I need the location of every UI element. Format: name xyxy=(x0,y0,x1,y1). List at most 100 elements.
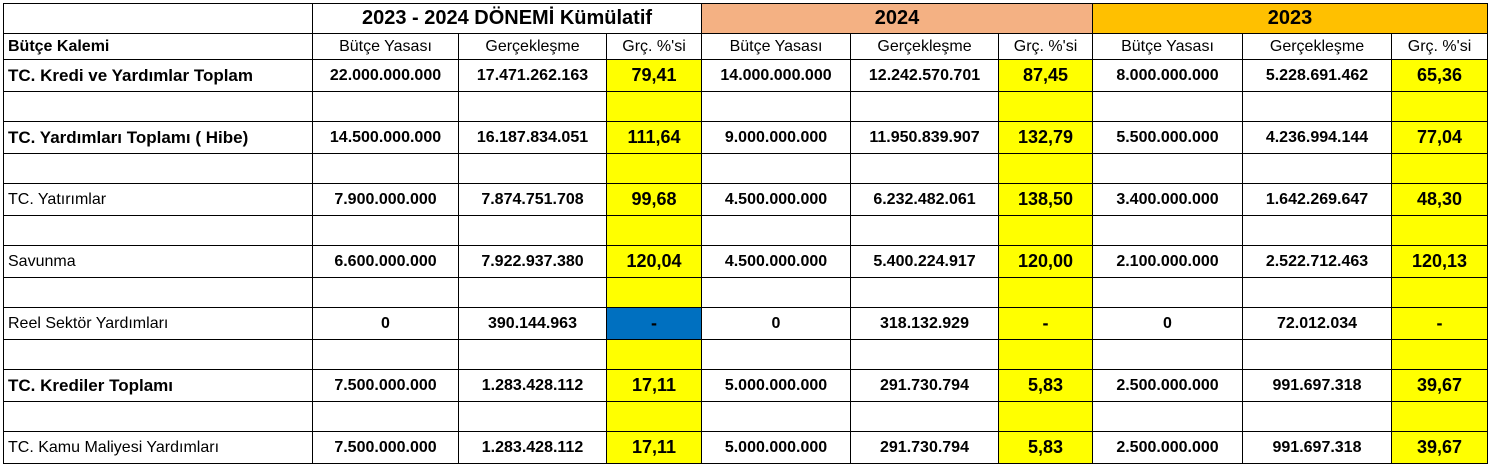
empty-cell[interactable] xyxy=(1092,91,1243,122)
empty-cell[interactable] xyxy=(1391,91,1488,122)
actual-cell[interactable]: 4.236.994.144 xyxy=(1242,121,1392,154)
empty-cell[interactable] xyxy=(606,277,702,308)
empty-cell[interactable] xyxy=(1242,153,1392,184)
empty-cell[interactable] xyxy=(701,215,851,246)
empty-cell[interactable] xyxy=(1242,91,1392,122)
actual-cell[interactable]: 11.950.839.907 xyxy=(850,121,999,154)
empty-cell[interactable] xyxy=(458,339,607,370)
budget-cell[interactable]: 14.000.000.000 xyxy=(701,59,851,92)
actual-cell[interactable]: 17.471.262.163 xyxy=(458,59,607,92)
empty-cell[interactable] xyxy=(701,339,851,370)
actual-cell[interactable]: 6.232.482.061 xyxy=(850,183,999,216)
empty-cell[interactable] xyxy=(1092,401,1243,432)
pct-cell[interactable]: - xyxy=(1391,307,1488,340)
row-label[interactable]: Reel Sektör Yardımları xyxy=(3,307,313,340)
budget-cell[interactable]: 0 xyxy=(312,307,459,340)
empty-cell[interactable] xyxy=(1092,277,1243,308)
budget-cell[interactable]: 22.000.000.000 xyxy=(312,59,459,92)
empty-cell[interactable] xyxy=(998,277,1093,308)
row-label[interactable]: TC. Yatırımlar xyxy=(3,183,313,216)
actual-cell[interactable]: 16.187.834.051 xyxy=(458,121,607,154)
empty-cell[interactable] xyxy=(312,401,459,432)
row-label[interactable]: TC. Yardımları Toplamı ( Hibe) xyxy=(3,121,313,154)
budget-cell[interactable]: 4.500.000.000 xyxy=(701,245,851,278)
empty-cell[interactable] xyxy=(1391,339,1488,370)
budget-cell[interactable]: 2.100.000.000 xyxy=(1092,245,1243,278)
empty-cell[interactable] xyxy=(606,153,702,184)
budget-cell[interactable]: 7.500.000.000 xyxy=(312,431,459,464)
row-label[interactable]: TC. Kredi ve Yardımlar Toplam xyxy=(3,59,313,92)
budget-cell[interactable]: 5.000.000.000 xyxy=(701,369,851,402)
row-label[interactable]: TC. Kamu Maliyesi Yardımları xyxy=(3,431,313,464)
budget-cell[interactable]: 7.500.000.000 xyxy=(312,369,459,402)
empty-cell[interactable] xyxy=(3,91,313,122)
empty-cell[interactable] xyxy=(850,277,999,308)
budget-cell[interactable]: 8.000.000.000 xyxy=(1092,59,1243,92)
empty-cell[interactable] xyxy=(1391,153,1488,184)
empty-cell[interactable] xyxy=(1391,277,1488,308)
budget-cell[interactable]: 7.900.000.000 xyxy=(312,183,459,216)
actual-cell[interactable]: 1.283.428.112 xyxy=(458,369,607,402)
empty-cell[interactable] xyxy=(3,339,313,370)
actual-cell[interactable]: 318.132.929 xyxy=(850,307,999,340)
actual-cell[interactable]: 1.283.428.112 xyxy=(458,431,607,464)
pct-cell[interactable]: 87,45 xyxy=(998,59,1093,92)
empty-cell[interactable] xyxy=(606,215,702,246)
budget-cell[interactable]: 2.500.000.000 xyxy=(1092,431,1243,464)
actual-cell[interactable]: 5.400.224.917 xyxy=(850,245,999,278)
empty-cell[interactable] xyxy=(458,153,607,184)
pct-cell[interactable]: 39,67 xyxy=(1391,369,1488,402)
empty-cell[interactable] xyxy=(850,153,999,184)
actual-cell[interactable]: 2.522.712.463 xyxy=(1242,245,1392,278)
empty-cell[interactable] xyxy=(1092,215,1243,246)
pct-cell[interactable]: 77,04 xyxy=(1391,121,1488,154)
empty-cell[interactable] xyxy=(3,277,313,308)
pct-cell[interactable]: 111,64 xyxy=(606,121,702,154)
empty-cell[interactable] xyxy=(458,277,607,308)
pct-cell[interactable]: 132,79 xyxy=(998,121,1093,154)
empty-cell[interactable] xyxy=(312,339,459,370)
pct-cell[interactable]: - xyxy=(998,307,1093,340)
empty-cell[interactable] xyxy=(1242,277,1392,308)
empty-cell[interactable] xyxy=(458,215,607,246)
pct-cell[interactable]: 48,30 xyxy=(1391,183,1488,216)
budget-cell[interactable]: 5.000.000.000 xyxy=(701,431,851,464)
empty-cell[interactable] xyxy=(312,277,459,308)
budget-cell[interactable]: 3.400.000.000 xyxy=(1092,183,1243,216)
empty-cell[interactable] xyxy=(458,401,607,432)
empty-cell[interactable] xyxy=(998,401,1093,432)
actual-cell[interactable]: 291.730.794 xyxy=(850,431,999,464)
pct-cell[interactable]: 5,83 xyxy=(998,431,1093,464)
budget-cell[interactable]: 2.500.000.000 xyxy=(1092,369,1243,402)
empty-cell[interactable] xyxy=(1092,153,1243,184)
empty-cell[interactable] xyxy=(458,91,607,122)
actual-cell[interactable]: 1.642.269.647 xyxy=(1242,183,1392,216)
empty-cell[interactable] xyxy=(606,401,702,432)
budget-cell[interactable]: 9.000.000.000 xyxy=(701,121,851,154)
actual-cell[interactable]: 390.144.963 xyxy=(458,307,607,340)
actual-cell[interactable]: 991.697.318 xyxy=(1242,369,1392,402)
empty-cell[interactable] xyxy=(3,215,313,246)
pct-cell[interactable]: - xyxy=(606,307,702,340)
empty-cell[interactable] xyxy=(701,277,851,308)
pct-cell[interactable]: 120,00 xyxy=(998,245,1093,278)
empty-cell[interactable] xyxy=(850,91,999,122)
empty-cell[interactable] xyxy=(312,215,459,246)
empty-cell[interactable] xyxy=(850,401,999,432)
actual-cell[interactable]: 7.874.751.708 xyxy=(458,183,607,216)
empty-cell[interactable] xyxy=(3,401,313,432)
pct-cell[interactable]: 5,83 xyxy=(998,369,1093,402)
empty-cell[interactable] xyxy=(701,91,851,122)
budget-cell[interactable]: 4.500.000.000 xyxy=(701,183,851,216)
empty-cell[interactable] xyxy=(1242,215,1392,246)
empty-cell[interactable] xyxy=(998,339,1093,370)
actual-cell[interactable]: 291.730.794 xyxy=(850,369,999,402)
budget-cell[interactable]: 14.500.000.000 xyxy=(312,121,459,154)
pct-cell[interactable]: 99,68 xyxy=(606,183,702,216)
row-label[interactable]: Savunma xyxy=(3,245,313,278)
empty-cell[interactable] xyxy=(701,401,851,432)
budget-cell[interactable]: 6.600.000.000 xyxy=(312,245,459,278)
actual-cell[interactable]: 7.922.937.380 xyxy=(458,245,607,278)
empty-cell[interactable] xyxy=(606,91,702,122)
empty-cell[interactable] xyxy=(606,339,702,370)
